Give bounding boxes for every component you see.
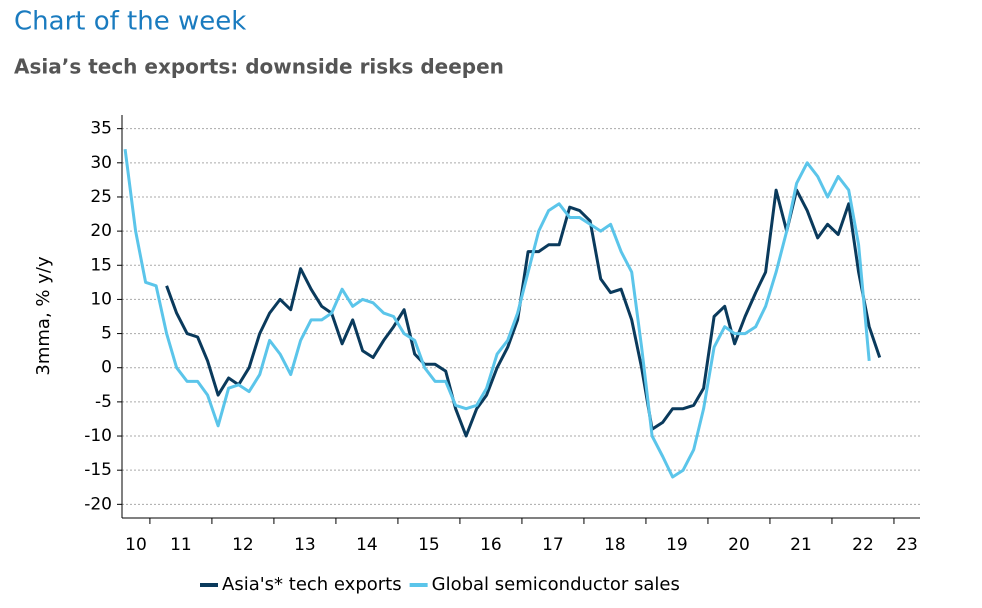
- x-tick-label: 18: [604, 535, 626, 555]
- x-tick-label: 17: [542, 535, 564, 555]
- x-tick-label: 23: [896, 535, 918, 555]
- x-tick-label: 12: [232, 535, 254, 555]
- y-tick-label: -10: [84, 426, 112, 446]
- y-tick-label: 20: [90, 221, 112, 241]
- chart-subtitle: Asia’s tech exports: downside risks deep…: [14, 55, 504, 79]
- x-tick-label: 19: [666, 535, 688, 555]
- x-tick-label: 10: [125, 535, 147, 555]
- y-tick-label: -20: [84, 494, 112, 514]
- series-line: [165, 188, 882, 438]
- y-axis-label: 3mma, % y/y: [33, 256, 54, 376]
- x-tick-label: 22: [852, 535, 874, 555]
- y-tick-label: -15: [84, 460, 112, 480]
- legend-label: Global semiconductor sales: [432, 574, 680, 595]
- y-tick-label: -5: [95, 392, 112, 412]
- legend: Asia's* tech exports Global semiconductor…: [200, 574, 680, 595]
- x-tick-label: 16: [480, 535, 502, 555]
- x-tick-label: 21: [790, 535, 812, 555]
- x-tick-label: 13: [294, 535, 316, 555]
- y-tick-label: 5: [101, 324, 112, 344]
- x-tick-label: 15: [418, 535, 440, 555]
- x-tick-label: 14: [356, 535, 378, 555]
- series-line: [123, 149, 871, 479]
- y-tick-label: 15: [90, 255, 112, 275]
- x-tick-label: 20: [728, 535, 750, 555]
- y-tick-label: 30: [90, 153, 112, 173]
- legend-label: Asia's* tech exports: [222, 574, 402, 595]
- y-tick-label: 0: [101, 358, 112, 378]
- chart-title: Chart of the week: [14, 7, 246, 37]
- y-tick-label: 10: [90, 289, 112, 309]
- y-tick-label: 25: [90, 187, 112, 207]
- x-tick-label: 11: [170, 535, 192, 555]
- y-tick-label: 35: [90, 119, 112, 139]
